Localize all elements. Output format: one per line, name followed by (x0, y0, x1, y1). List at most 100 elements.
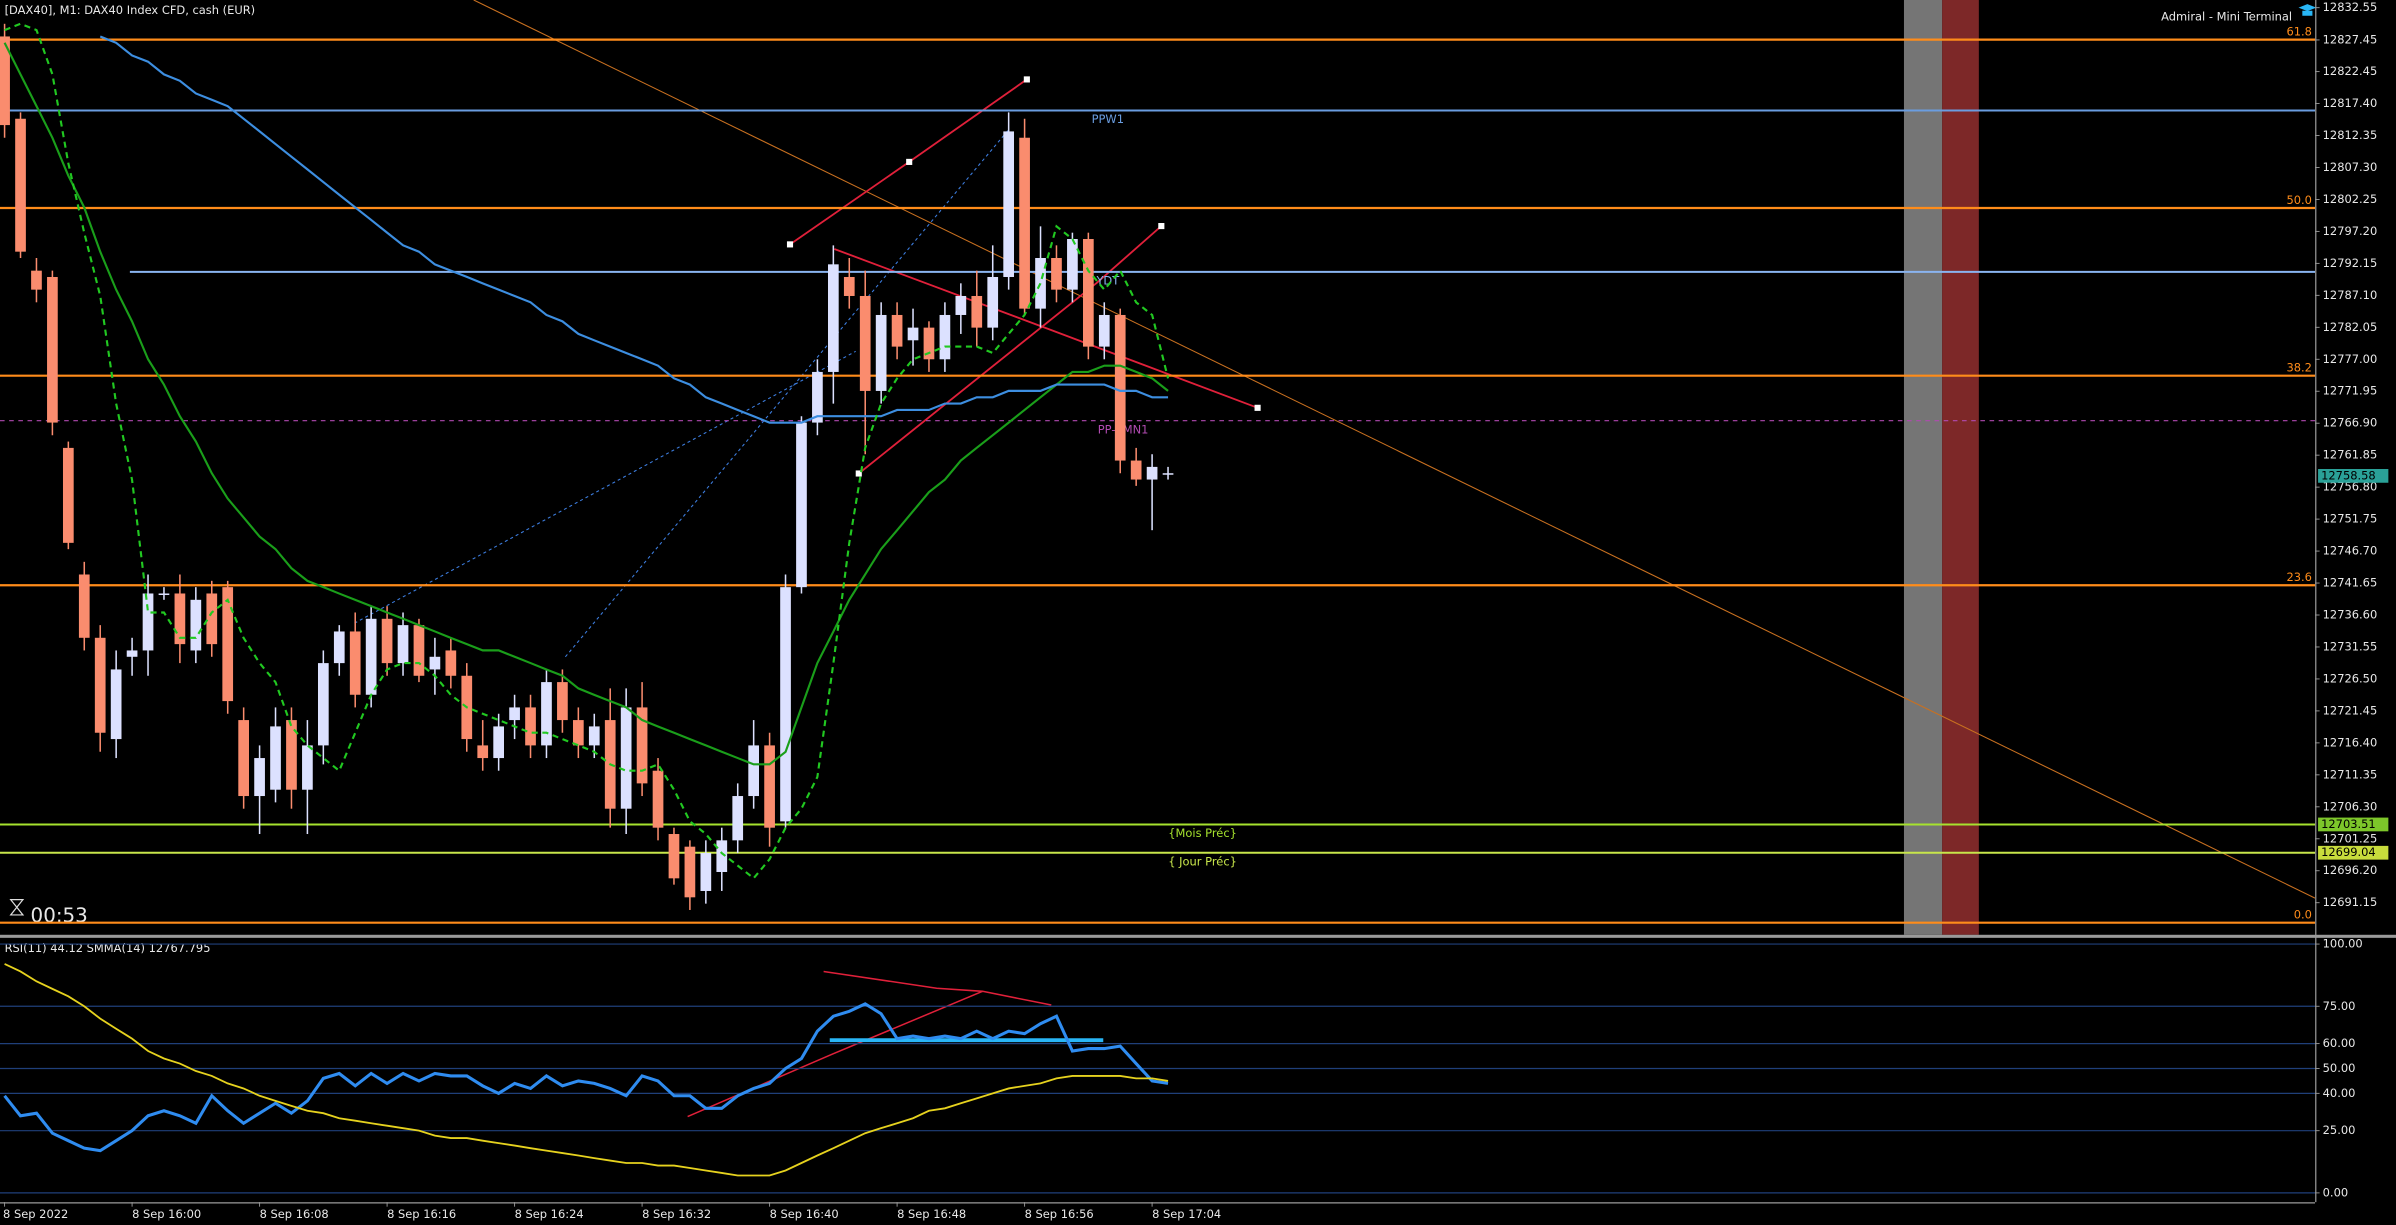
line-series (99, 35, 1169, 424)
candle-body (174, 593, 186, 645)
candle-body (62, 447, 74, 543)
y-tick-label: 12782.05 (2323, 320, 2378, 334)
candle-body (1130, 460, 1142, 480)
y-tick-label: 100.00 (2323, 937, 2363, 951)
y-tick-label: 12807.30 (2323, 160, 2378, 174)
line-series (4, 22, 1170, 880)
drawing (823, 970, 1052, 1006)
fib-label: 38.2 (2286, 361, 2311, 375)
candle-body (700, 853, 712, 891)
candle-body (557, 682, 568, 721)
candle-body (716, 840, 728, 872)
candle-body (429, 656, 441, 670)
timer-icon (9, 899, 25, 916)
candle-body (493, 726, 505, 759)
candle-body (1146, 466, 1158, 480)
y-tick-label: 12711.35 (2323, 767, 2378, 781)
candle-body (620, 707, 632, 809)
y-tick-label: 12716.40 (2323, 735, 2378, 749)
candle-body (764, 745, 775, 828)
drawing (858, 225, 1162, 475)
candle-body (1067, 239, 1078, 290)
candle-body (158, 593, 170, 596)
y-tick-label: 12827.45 (2323, 32, 2378, 46)
candle-body (397, 625, 409, 664)
price-tag-label: 12699.04 (2321, 845, 2376, 859)
price-tag-label: 12703.51 (2321, 817, 2376, 831)
x-tick-label: 8 Sep 16:32 (642, 1207, 711, 1221)
y-tick-label: 12817.40 (2323, 96, 2378, 110)
candle-body (31, 270, 42, 290)
y-tick-label: 0.00 (2323, 1185, 2348, 1199)
candle-body (0, 36, 10, 126)
timer: 00:53 (31, 904, 88, 927)
candle-body (1162, 473, 1174, 475)
y-tick-label: 12721.45 (2323, 703, 2378, 717)
candle-body (317, 663, 329, 746)
candle-body (238, 720, 249, 797)
y-tick-label: 12751.75 (2323, 512, 2378, 526)
y-tick-label: 75.00 (2323, 999, 2356, 1013)
price-tag (2318, 845, 2389, 860)
y-tick-label: 12771.95 (2323, 384, 2378, 398)
candle-body (891, 314, 903, 347)
session-band (1942, 0, 1979, 935)
candle-body (78, 574, 90, 638)
candle-body (907, 327, 919, 341)
fib-label: 23.6 (2286, 570, 2311, 584)
line-series (3, 1002, 1169, 1153)
candle-body (875, 314, 887, 391)
candle-body (47, 276, 58, 423)
candle-body (588, 726, 600, 746)
x-tick-label: 8 Sep 16:24 (515, 1207, 584, 1221)
price-tag-label: 12758.58 (2321, 468, 2376, 482)
y-tick-label: 12731.55 (2323, 639, 2378, 653)
y-tick-label: 12787.10 (2323, 288, 2378, 302)
candle-body (349, 631, 361, 695)
line-series (4, 963, 1169, 1177)
y-tick-label: 12701.25 (2323, 831, 2378, 845)
candle-body (333, 631, 345, 664)
y-tick-label: 12756.80 (2323, 480, 2378, 494)
pivot-label: { Jour Préc} (1168, 854, 1237, 868)
y-tick-label: 12766.90 (2323, 416, 2378, 430)
candle-body (1019, 137, 1030, 309)
fib-label: 50.0 (2286, 193, 2311, 207)
candle-body (142, 593, 154, 651)
y-tick-label: 12706.30 (2323, 799, 2378, 813)
y-tick-label: 12812.35 (2323, 128, 2378, 142)
candle-body (812, 371, 823, 423)
candle-body (525, 707, 536, 746)
x-tick-label: 8 Sep 16:56 (1025, 1207, 1094, 1221)
candle-body (1003, 131, 1015, 277)
candle-body (1035, 258, 1046, 309)
pivot-label: PPW1 (1092, 112, 1124, 126)
x-tick-label: 8 Sep 16:08 (260, 1207, 329, 1221)
x-tick-label: 8 Sep 16:00 (132, 1207, 201, 1221)
drawing-points (786, 76, 1261, 477)
session-band (1903, 0, 1943, 935)
candle-body (190, 599, 202, 651)
panel-separator (0, 934, 2396, 938)
y-tick-label: 12802.25 (2323, 192, 2378, 206)
candle-body (1051, 258, 1062, 290)
candle-body (652, 770, 664, 828)
candle-body (15, 118, 26, 252)
candle-body (206, 593, 218, 645)
candle-body (572, 720, 584, 746)
x-tick-label: 8 Sep 16:48 (897, 1207, 966, 1221)
candle-body (684, 846, 696, 898)
candle-body (636, 707, 648, 784)
y-tick-label: 12746.70 (2323, 544, 2378, 558)
candle-body (1114, 314, 1126, 461)
x-tick-label: 8 Sep 16:16 (387, 1207, 456, 1221)
x-tick-label: 8 Sep 16:40 (770, 1207, 839, 1221)
candle-body (381, 618, 393, 664)
pivot-label: {Mois Préc} (1168, 826, 1237, 840)
candle-body (222, 587, 234, 702)
trend-line (473, 0, 2316, 899)
candle-body (541, 682, 552, 746)
